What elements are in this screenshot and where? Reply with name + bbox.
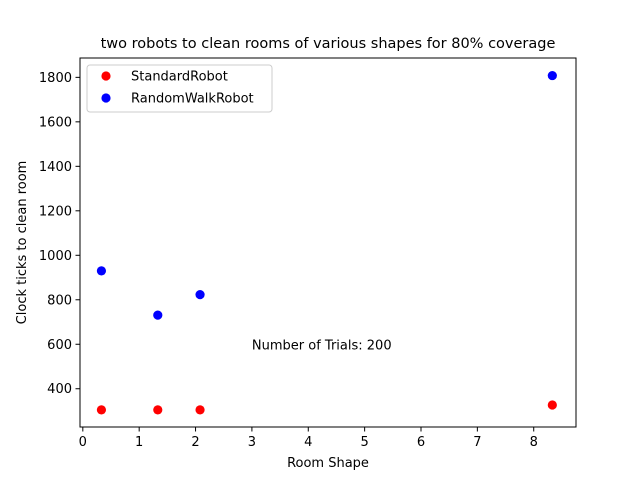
legend-label-randomwalkrobot: RandomWalkRobot [131,92,254,107]
legend-label-standardrobot: StandardRobot [131,70,228,85]
y-tick-label: 1000 [39,249,72,264]
y-tick-label: 1400 [39,160,72,175]
y-tick-label: 1800 [39,71,72,86]
y-tick-label: 400 [47,382,72,397]
data-points [96,70,557,415]
legend-box [86,64,273,113]
y-tick-label: 600 [47,338,72,353]
y-tick-label: 800 [47,293,72,308]
trials-annotation: Number of Trials: 200 [252,338,392,353]
x-tick-label: 4 [304,435,312,450]
data-point-standardrobot [153,405,163,415]
x-tick-label: 5 [360,435,368,450]
x-tick-label: 1 [135,435,143,450]
data-point-randomwalkrobot [547,70,557,81]
y-axis-ticks: 400 600 800 1000 1200 1400 1600 1800 [39,71,80,397]
x-tick-label: 3 [248,435,256,450]
y-axis-label: Clock ticks to clean room [15,161,30,325]
legend-marker-randomwalkrobot [101,93,111,103]
chart-title: two robots to clean rooms of various sha… [101,36,556,52]
y-tick-label: 1600 [39,115,72,130]
data-point-standardrobot [195,405,205,415]
legend-marker-standardrobot [101,71,111,81]
x-tick-label: 0 [79,435,87,450]
plot-frame [79,57,577,428]
x-tick-label: 8 [530,435,538,450]
data-point-standardrobot [547,400,557,410]
plot-area [80,58,576,427]
data-point-randomwalkrobot [96,266,107,276]
data-point-randomwalkrobot [195,290,205,300]
legend: StandardRobot RandomWalkRobot [86,64,273,113]
y-tick-label: 1200 [39,204,72,219]
x-axis-label: Room Shape [287,456,369,471]
x-axis-ticks: 0 1 2 3 4 5 6 7 8 [79,427,538,450]
x-tick-label: 2 [191,435,199,450]
x-tick-label: 6 [417,435,425,450]
x-tick-label: 7 [473,435,481,450]
data-point-standardrobot [96,405,107,415]
data-point-randomwalkrobot [153,310,163,320]
